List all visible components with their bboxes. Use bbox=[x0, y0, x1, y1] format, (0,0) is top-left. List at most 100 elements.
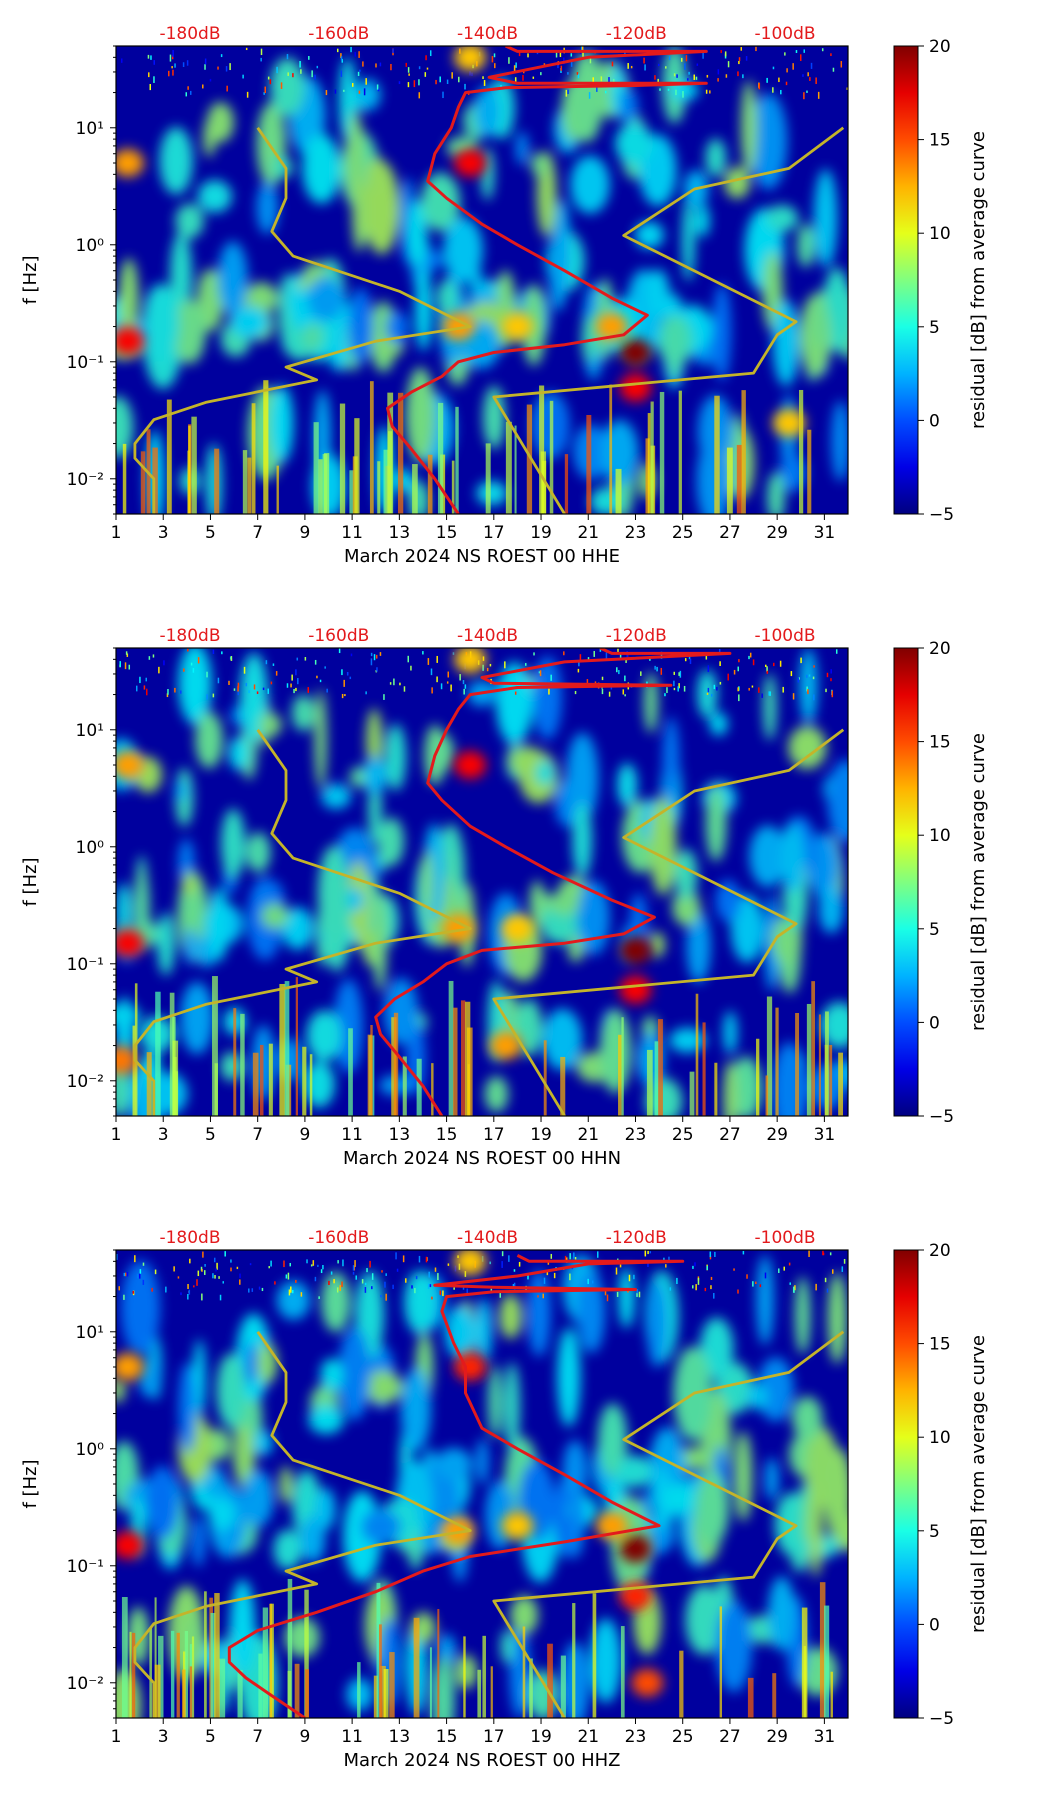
heatmap-streak bbox=[756, 1038, 760, 1116]
heatmap-speckle bbox=[154, 1269, 157, 1275]
x-tick-label: 29 bbox=[766, 1727, 788, 1747]
colorbar-gradient-bar bbox=[893, 1249, 919, 1719]
heatmap-speckle bbox=[316, 675, 318, 679]
heatmap-speckle bbox=[463, 688, 465, 695]
heatmap-cell bbox=[246, 832, 271, 873]
heatmap-speckle bbox=[415, 1275, 418, 1280]
heatmap-speckle bbox=[532, 76, 535, 79]
heatmap-speckle bbox=[779, 660, 782, 667]
heatmap-cell bbox=[747, 1383, 769, 1410]
y-axis-label: f [Hz] bbox=[20, 857, 41, 906]
heatmap-speckle bbox=[350, 653, 353, 657]
heatmap-speckle bbox=[706, 74, 709, 78]
heatmap-speckle bbox=[237, 688, 240, 696]
heatmap-speckle bbox=[163, 660, 165, 666]
heatmap-speckle bbox=[624, 675, 626, 682]
heatmap-speckle bbox=[815, 77, 817, 84]
heatmap-streak bbox=[505, 421, 512, 514]
heatmap-streak bbox=[543, 1040, 547, 1116]
heatmap-cell bbox=[169, 231, 193, 319]
heatmap-speckle bbox=[396, 1268, 399, 1272]
heatmap-speckle bbox=[483, 80, 486, 86]
heatmap-speckle bbox=[425, 55, 427, 61]
heatmap-cell bbox=[348, 287, 373, 364]
low-noise-model-line bbox=[133, 728, 472, 1116]
heatmap-speckle bbox=[324, 666, 326, 669]
heatmap-speckle bbox=[381, 1270, 383, 1273]
heatmap-speckle bbox=[354, 1260, 356, 1267]
heatmap-speckle bbox=[124, 662, 127, 670]
heatmap-speckle bbox=[149, 84, 152, 91]
heatmap-speckle bbox=[249, 1263, 252, 1266]
heatmap-streak bbox=[775, 1007, 779, 1116]
heatmap-speckle bbox=[312, 1260, 315, 1266]
heatmap-cell bbox=[394, 467, 414, 493]
heatmap-speckle bbox=[291, 674, 293, 681]
heatmap-streak bbox=[830, 1671, 833, 1718]
heatmap-hotspot bbox=[631, 1668, 664, 1697]
heatmap-speckle bbox=[782, 686, 784, 693]
heatmap-speckle bbox=[643, 57, 645, 64]
heatmap-texture bbox=[116, 648, 848, 1116]
heatmap-cell bbox=[242, 1470, 274, 1527]
average-curve-line bbox=[386, 46, 708, 514]
heatmap-speckle bbox=[758, 83, 761, 90]
heatmap-cell bbox=[572, 802, 593, 878]
heatmap-speckle bbox=[752, 659, 755, 666]
heatmap-speckle bbox=[527, 53, 529, 58]
heatmap-speckle bbox=[678, 672, 680, 676]
heatmap-streak bbox=[348, 1028, 353, 1116]
colorbar: 20 15 10 5 0 −5 residual [dB] from average cur… bbox=[893, 639, 989, 1127]
heatmap-speckle bbox=[755, 1281, 757, 1284]
heatmap-hotspot bbox=[619, 338, 652, 367]
heatmap-cell bbox=[741, 80, 757, 174]
heatmap-speckle bbox=[588, 92, 591, 99]
heatmap-streak bbox=[279, 983, 286, 1116]
heatmap-speckle bbox=[778, 1268, 780, 1274]
colorbar: 20 15 10 5 0 −5 residual [dB] from average cur… bbox=[893, 37, 989, 525]
heatmap-speckle bbox=[547, 1262, 550, 1265]
heatmap-speckle bbox=[550, 674, 552, 681]
heatmap-speckle bbox=[236, 1266, 239, 1270]
heatmap-speckle bbox=[150, 55, 152, 60]
heatmap-streak bbox=[539, 385, 545, 514]
heatmap-speckle bbox=[764, 1272, 767, 1279]
heatmap-streak bbox=[818, 1014, 821, 1116]
heatmap-speckle bbox=[559, 50, 562, 57]
heatmap-speckle bbox=[200, 1266, 203, 1271]
heatmap-speckle bbox=[807, 689, 809, 695]
heatmap-cell bbox=[827, 1272, 848, 1364]
heatmap-speckle bbox=[316, 65, 319, 69]
heatmap-streak bbox=[621, 1017, 624, 1116]
colorbar-tick-label: 5 bbox=[929, 318, 940, 338]
heatmap-streak bbox=[304, 1589, 309, 1718]
heatmap-cell bbox=[521, 283, 546, 366]
heatmap-speckle bbox=[540, 72, 542, 76]
heatmap-speckle bbox=[270, 1260, 272, 1267]
heatmap-speckle bbox=[683, 685, 686, 692]
top-db-label: -120dB bbox=[606, 626, 667, 646]
heatmap-speckle bbox=[625, 658, 627, 663]
heatmap-streak bbox=[689, 1071, 695, 1116]
heatmap-speckle bbox=[123, 1294, 125, 1300]
heatmap-streak bbox=[560, 1655, 566, 1718]
heatmap-cell bbox=[570, 50, 604, 143]
heatmap-streak bbox=[302, 1046, 307, 1116]
heatmap-speckle bbox=[569, 1273, 571, 1281]
heatmap-speckle bbox=[280, 82, 283, 89]
heatmap-speckle bbox=[678, 683, 680, 689]
heatmap-speckle bbox=[482, 664, 484, 671]
heatmap-cell bbox=[333, 978, 364, 1074]
heatmap-cell bbox=[531, 152, 549, 177]
heatmap-speckle bbox=[379, 62, 382, 67]
heatmap-speckle bbox=[717, 78, 719, 82]
heatmap-speckle bbox=[429, 1284, 432, 1288]
heatmap-cell bbox=[205, 443, 222, 514]
heatmap-speckle bbox=[158, 666, 160, 674]
heatmap-speckle bbox=[174, 63, 176, 68]
heatmap-speckle bbox=[713, 684, 716, 690]
heatmap-speckle bbox=[783, 1266, 785, 1271]
colorbar-tick-label: −5 bbox=[929, 1107, 954, 1127]
heatmap-speckle bbox=[564, 1255, 567, 1262]
